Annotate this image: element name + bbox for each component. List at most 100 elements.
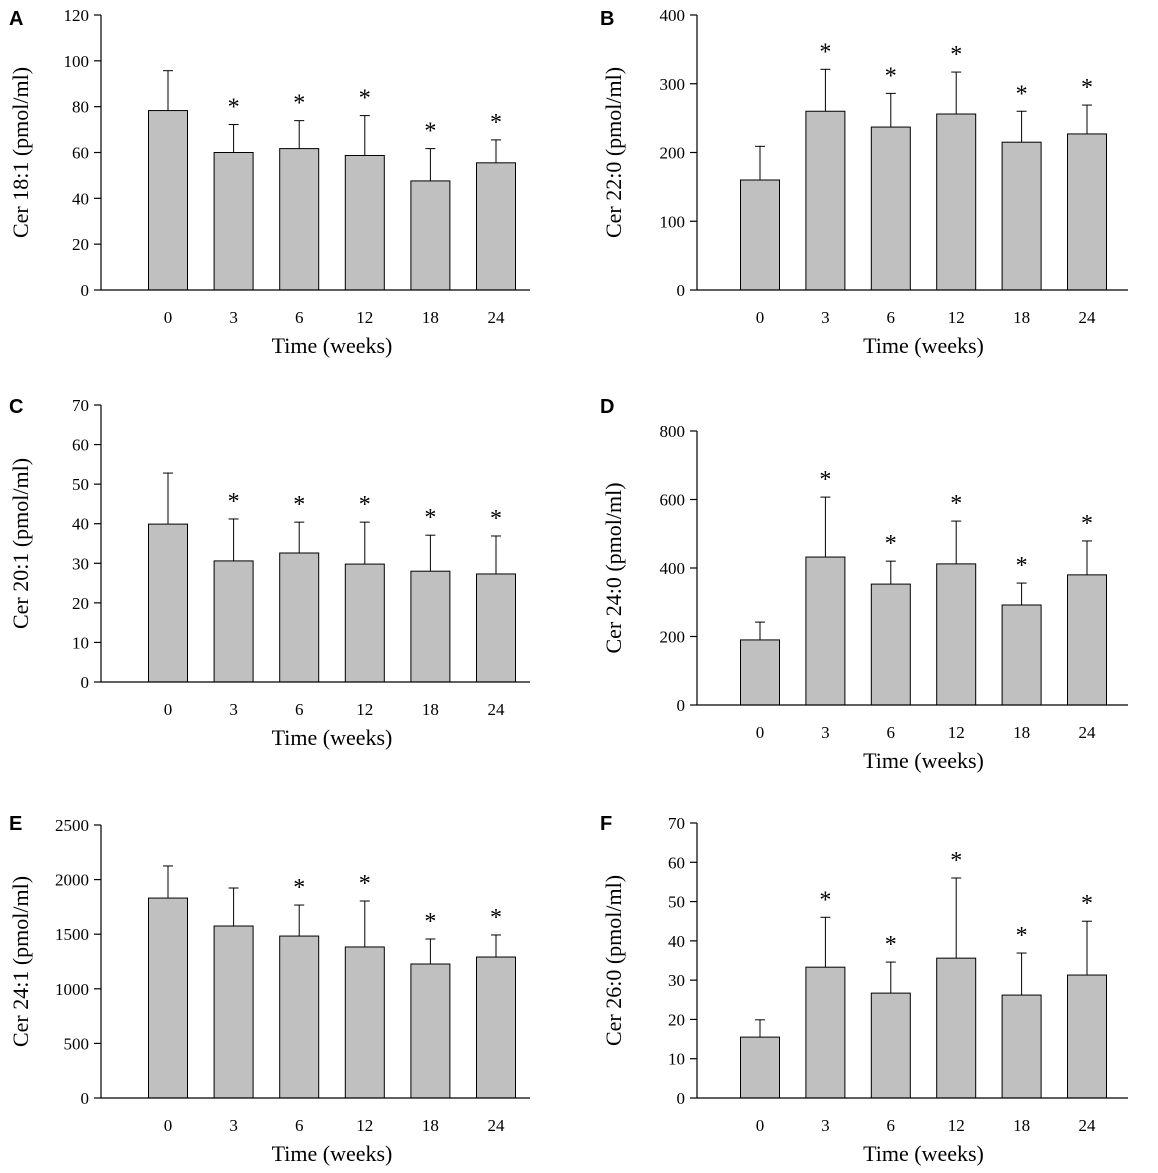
bar-week-24 [476, 956, 516, 1099]
significance-asterisk: * [424, 119, 436, 145]
bar-week-18 [410, 180, 451, 291]
x-tick-label: 3 [821, 723, 830, 742]
significance-asterisk: * [1016, 923, 1028, 949]
y-tick-label: 0 [81, 281, 90, 300]
x-tick-label: 3 [821, 1116, 830, 1135]
y-tick-label: 0 [81, 673, 90, 692]
error-bar [491, 535, 501, 574]
error-bar [1082, 104, 1092, 134]
panel-label: F [600, 813, 612, 835]
y-tick-label: 1000 [55, 980, 89, 999]
error-bar [163, 865, 173, 899]
y-tick-label: 40 [72, 189, 89, 208]
error-bar [228, 124, 239, 153]
bar-week-24 [1067, 974, 1107, 1099]
x-axis: 0 3 6 12 18 24 [101, 289, 530, 327]
y-tick-label: 500 [64, 1034, 90, 1053]
error-bar [1016, 952, 1027, 996]
y-tick-label: 800 [660, 422, 686, 441]
y-tick-label: 0 [677, 281, 686, 300]
bar-week-24 [476, 162, 516, 291]
error-bar [294, 120, 305, 149]
significance-asterisk: * [950, 42, 962, 68]
significance-asterisk: * [490, 506, 502, 532]
error-bar [163, 472, 173, 525]
error-bar [885, 961, 896, 994]
error-bar [425, 938, 436, 965]
error-bar [294, 904, 305, 937]
y-tick-label: 2500 [55, 816, 89, 835]
panel-a: A * * * * * 0 20 40 60 80 100 120 0 3 6 12 18 24 Time (week… [8, 6, 530, 358]
significance-asterisk: * [1081, 511, 1093, 537]
y-tick-label: 1500 [55, 925, 89, 944]
x-tick-label: 18 [1013, 1116, 1030, 1135]
y-tick-label: 400 [660, 6, 686, 25]
y-axis-title: Cer 22:0 (pmol/ml) [601, 67, 626, 238]
significance-asterisk: * [359, 86, 371, 112]
x-tick-label: 24 [1079, 308, 1097, 327]
error-bar [820, 496, 831, 558]
x-tick-label: 12 [356, 1116, 373, 1135]
x-tick-label: 18 [1013, 308, 1030, 327]
error-bar [359, 521, 370, 565]
y-tick-label: 50 [668, 893, 685, 912]
bar-series: * * * * [148, 865, 516, 1099]
bar-week-24 [476, 573, 516, 683]
x-tick-label: 12 [356, 700, 373, 719]
x-axis: 0 3 6 12 18 24 [697, 704, 1128, 742]
significance-asterisk: * [293, 875, 305, 901]
error-bar [1016, 582, 1027, 605]
y-tick-label: 0 [677, 1089, 686, 1108]
x-tick-label: 3 [229, 1116, 238, 1135]
bar-series: * * * * * [740, 848, 1107, 1099]
bar-week-3 [805, 556, 846, 706]
bar-week-18 [410, 963, 451, 1099]
y-tick-label: 2000 [55, 871, 89, 890]
x-axis-title: Time (weeks) [863, 333, 984, 358]
y-tick-label: 70 [72, 396, 89, 415]
bar-week-3 [213, 925, 254, 1099]
error-bar [755, 1019, 765, 1038]
significance-asterisk: * [1016, 81, 1028, 107]
bar-series: * * * * * [740, 39, 1107, 291]
x-tick-label: 3 [229, 700, 238, 719]
x-axis: 0 3 6 12 18 24 [697, 289, 1128, 327]
y-tick-label: 20 [72, 594, 89, 613]
significance-asterisk: * [819, 467, 831, 493]
bar-week-18 [410, 570, 451, 683]
bar-week-24 [1067, 133, 1107, 291]
x-tick-label: 24 [488, 700, 506, 719]
y-tick-label: 40 [668, 932, 685, 951]
error-bar [491, 139, 501, 163]
y-axis: 0 10 20 30 40 50 60 70 [668, 814, 698, 1108]
x-tick-label: 6 [887, 1116, 896, 1135]
significance-asterisk: * [359, 871, 371, 897]
x-tick-label: 24 [488, 1116, 506, 1135]
bar-week-24 [1067, 574, 1107, 706]
x-axis: 0 3 6 12 18 24 [101, 1097, 530, 1135]
x-tick-label: 18 [422, 308, 439, 327]
y-axis: 0 20 40 60 80 100 120 [64, 6, 102, 300]
bar-week-18 [1001, 604, 1042, 706]
error-bar [820, 916, 831, 968]
error-bar [294, 521, 305, 553]
y-tick-label: 400 [660, 559, 686, 578]
bar-series: * * * * * [148, 70, 516, 291]
x-axis-title: Time (weeks) [863, 748, 984, 773]
error-bar [1082, 540, 1092, 575]
bar-week-12 [344, 946, 385, 1099]
significance-asterisk: * [359, 492, 371, 518]
x-tick-label: 6 [295, 1116, 304, 1135]
bar-week-6 [279, 552, 320, 683]
x-tick-label: 0 [164, 1116, 173, 1135]
x-axis-title: Time (weeks) [272, 725, 393, 750]
y-tick-label: 20 [72, 235, 89, 254]
bar-week-6 [870, 126, 911, 291]
x-tick-label: 0 [756, 723, 765, 742]
y-tick-label: 60 [72, 144, 89, 163]
y-tick-label: 70 [668, 814, 685, 833]
bar-week-18 [1001, 994, 1042, 1099]
y-tick-label: 600 [660, 491, 686, 510]
significance-asterisk: * [424, 505, 436, 531]
y-tick-label: 60 [668, 853, 685, 872]
